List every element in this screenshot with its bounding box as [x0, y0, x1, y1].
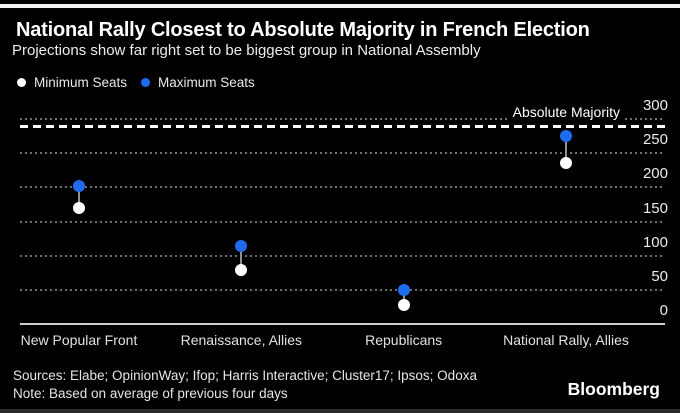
gridline-200: [20, 186, 665, 189]
chart-title: National Rally Closest to Absolute Major…: [16, 19, 590, 41]
maximum-seats-dot-icon: [141, 78, 151, 87]
x-axis-baseline: [20, 323, 665, 325]
max-seats-dot: [73, 180, 85, 193]
gridline-150: [20, 220, 665, 223]
gridline-250: [20, 152, 665, 155]
category-label: Renaissance, Allies: [180, 332, 303, 348]
y-tick-label-100: 100: [642, 233, 668, 251]
plot-area: 0 50 100 150 200 250 300 Absolute Majority New P…: [0, 96, 680, 358]
category-label: National Rally, Allies: [503, 332, 629, 348]
absolute-majority-label: Absolute Majority: [509, 103, 623, 121]
bottom-edge-strip: [0, 409, 680, 413]
legend-item-maximum: Maximum Seats: [141, 75, 255, 90]
sources-text: Sources: Elabe; OpinionWay; Ifop; Harris…: [13, 368, 477, 383]
legend-label-minimum: Minimum Seats: [34, 75, 128, 90]
chart-subtitle: Projections show far right set to be big…: [12, 42, 481, 59]
bloomberg-logo: Bloomberg: [567, 379, 660, 399]
legend-item-minimum: Minimum Seats: [17, 75, 127, 90]
y-tick-label-150: 150: [642, 199, 668, 217]
y-tick-label-250: 250: [642, 131, 668, 149]
max-seats-dot: [397, 284, 410, 297]
absolute-majority-line: [20, 124, 665, 128]
legend-label-maximum: Maximum Seats: [158, 75, 255, 90]
connector-line: [240, 246, 243, 271]
note-text: Note: Based on average of previous four …: [13, 386, 288, 401]
category-label: Republicans: [365, 332, 443, 348]
max-seats-dot: [235, 240, 248, 253]
gridline-300: [20, 118, 665, 120]
min-seats-dot: [397, 299, 410, 312]
min-seats-dot: [559, 157, 572, 170]
y-tick-label-0: 0: [659, 302, 668, 319]
y-tick-label-50: 50: [651, 267, 668, 285]
min-seats-dot: [235, 264, 248, 277]
gridline-50: [20, 288, 665, 291]
y-tick-label-300: 300: [642, 97, 668, 114]
minimum-seats-dot-icon: [17, 78, 26, 87]
max-seats-dot: [559, 129, 572, 142]
category-label: New Popular Front: [20, 332, 138, 348]
y-tick-label-200: 200: [642, 165, 668, 183]
gridline-100: [20, 254, 665, 257]
connector-line: [402, 290, 405, 306]
connector-line: [564, 135, 567, 164]
legend: Minimum Seats Maximum Seats: [17, 75, 269, 90]
connector-line: [78, 186, 80, 209]
top-divider-rule: [0, 4, 680, 8]
min-seats-dot: [73, 202, 85, 215]
